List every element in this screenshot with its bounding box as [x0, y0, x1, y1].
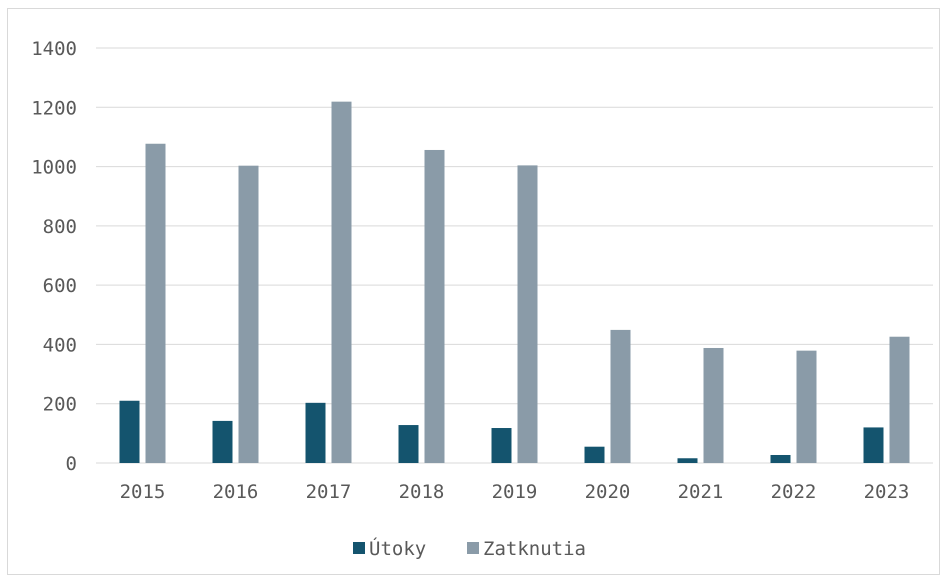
bar-utoky-2015	[119, 400, 140, 463]
bar-utoky-2018	[398, 425, 419, 463]
x-tick-label: 2018	[399, 481, 445, 503]
bar-utoky-2020	[584, 446, 605, 463]
bar-zatknutia-2020	[610, 329, 631, 463]
y-tick-label: 600	[43, 275, 77, 297]
x-tick-label: 2021	[678, 481, 724, 503]
bar-utoky-2019	[491, 428, 512, 463]
bar-utoky-2021	[677, 458, 698, 463]
y-tick-label: 0	[66, 453, 77, 475]
bar-utoky-2017	[305, 402, 326, 463]
legend-swatch-1	[467, 542, 479, 554]
x-tick-label: 2022	[771, 481, 817, 503]
y-tick-label: 1000	[31, 157, 77, 179]
bar-utoky-2022	[770, 454, 791, 463]
bar-zatknutia-2021	[703, 347, 724, 463]
x-tick-label: 2016	[213, 481, 259, 503]
x-tick-label: 2019	[492, 481, 538, 503]
y-tick-label: 1200	[31, 97, 77, 119]
bar-zatknutia-2023	[889, 336, 910, 463]
x-tick-label: 2020	[585, 481, 631, 503]
legend-label-1: Zatknutia	[483, 538, 586, 560]
bar-zatknutia-2022	[796, 350, 817, 463]
y-tick-label: 200	[43, 394, 77, 416]
x-tick-label: 2017	[306, 481, 352, 503]
bar-zatknutia-2015	[145, 143, 166, 463]
legend-swatch-0	[353, 542, 365, 554]
bar-utoky-2023	[863, 427, 884, 463]
bar-zatknutia-2018	[424, 149, 445, 463]
y-tick-label: 800	[43, 216, 77, 238]
y-tick-label: 400	[43, 334, 77, 356]
bar-zatknutia-2016	[238, 165, 259, 464]
legend-label-0: Útoky	[369, 536, 426, 560]
x-tick-label: 2015	[120, 481, 166, 503]
x-tick-label: 2023	[864, 481, 910, 503]
bar-zatknutia-2017	[331, 101, 352, 464]
y-tick-label: 1400	[31, 38, 77, 60]
bar-utoky-2016	[212, 420, 233, 463]
bar-zatknutia-2019	[517, 165, 538, 463]
